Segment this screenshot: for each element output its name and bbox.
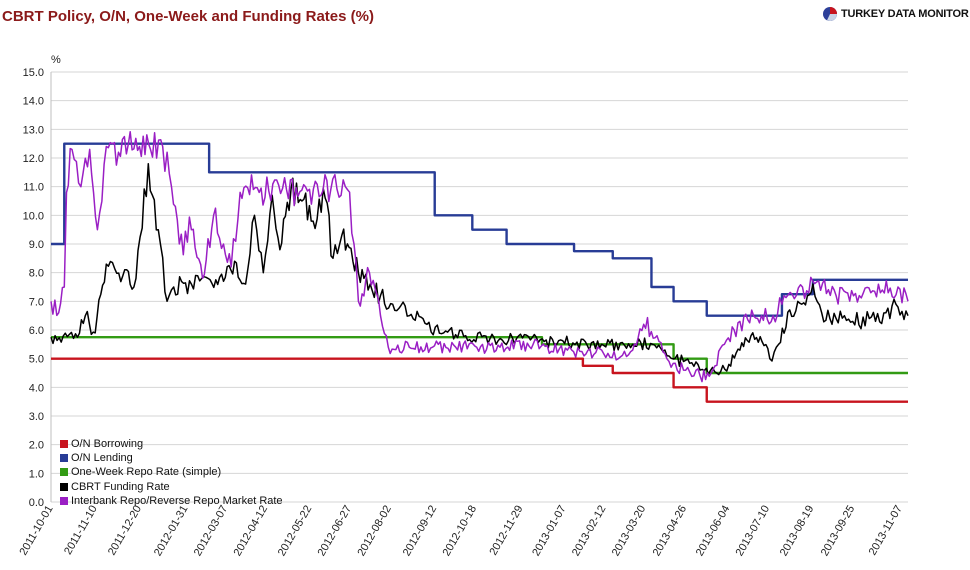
x-tick: 2012-03-07 (192, 504, 231, 559)
legend-item: Interbank Repo/Reverse Repo Market Rate (60, 494, 283, 508)
x-tick: 2013-04-26 (651, 504, 690, 559)
brand-logo: TURKEY DATA MONITOR (822, 6, 969, 22)
legend-label: Interbank Repo/Reverse Repo Market Rate (71, 494, 283, 507)
x-tick: 2013-09-25 (819, 504, 858, 559)
x-tick-label: 2013-08-19 (778, 504, 817, 559)
y-tick-label: 3.0 (29, 411, 44, 423)
x-tick-label: 2012-03-07 (192, 504, 231, 559)
brand-name: TURKEY DATA MONITOR (841, 8, 969, 20)
x-tick-label: 2013-11-07 (867, 504, 905, 558)
x-tick-label: 2013-02-12 (570, 504, 609, 559)
y-tick-label: 10.0 (23, 210, 44, 222)
x-tick: 2012-06-27 (316, 504, 355, 559)
legend-label: One-Week Repo Rate (simple) (71, 466, 222, 479)
legend-swatch (60, 496, 68, 505)
legend-item: O/N Lending (60, 451, 283, 465)
chart-legend: O/N Borrowing O/N Lending One-Week Repo Ra… (60, 437, 283, 508)
x-tick: 2012-04-12 (232, 504, 271, 559)
y-tick-label: 14.0 (23, 96, 44, 108)
x-tick-label: 2012-06-27 (316, 504, 355, 559)
y-tick-label: 9.0 (29, 239, 44, 251)
series-line-o-n-lending (51, 142, 908, 317)
x-tick-label: 2013-01-07 (530, 504, 569, 559)
y-tick-label: 8.0 (29, 268, 44, 280)
globe-logo-icon (823, 7, 837, 21)
legend-item: CBRT Funding Rate (60, 480, 283, 494)
x-tick: 2012-01-31 (152, 504, 191, 559)
x-tick: 2012-11-29 (487, 504, 525, 558)
x-tick-label: 2012-05-22 (276, 504, 315, 559)
y-tick-label: 12.0 (23, 153, 44, 165)
x-tick-label: 2013-07-10 (734, 504, 773, 559)
x-tick: 2011-10-01 (17, 504, 55, 558)
x-tick-label: 2012-04-12 (232, 504, 271, 559)
x-tick: 2013-11-07 (867, 504, 905, 558)
x-tick-label: 2013-09-25 (819, 504, 858, 559)
y-tick-label: 5.0 (29, 354, 44, 366)
x-tick: 2012-09-12 (401, 504, 440, 559)
y-tick-label: 2.0 (29, 440, 44, 452)
x-tick-label: 2011-12-20 (106, 504, 144, 558)
y-tick-label: 4.0 (29, 382, 44, 394)
x-tick: 2013-07-10 (734, 504, 773, 559)
x-tick: 2013-03-20 (610, 504, 649, 559)
y-tick-label: 7.0 (29, 296, 44, 308)
y-axis-label: % (51, 54, 61, 66)
x-tick-label: 2012-08-02 (355, 504, 394, 559)
y-tick-label: 15.0 (23, 67, 44, 79)
legend-item: O/N Borrowing (60, 437, 283, 451)
x-tick: 2012-10-18 (441, 504, 480, 559)
x-tick: 2013-01-07 (530, 504, 569, 559)
x-tick: 2011-12-20 (106, 504, 144, 558)
chart-series (50, 130, 909, 403)
x-axis-ticks: 2011-10-01 2011-11-10 2011-12-20 2012-01-31… (17, 504, 904, 559)
x-tick-label: 2011-11-10 (62, 504, 100, 557)
y-tick-label: 0.0 (29, 497, 44, 509)
x-tick: 2012-08-02 (355, 504, 394, 559)
x-tick-label: 2011-10-01 (17, 504, 55, 558)
legend-swatch (60, 468, 68, 477)
x-tick-label: 2013-06-04 (694, 504, 733, 559)
legend-swatch (60, 454, 68, 463)
x-tick-label: 2012-11-29 (487, 504, 525, 558)
legend-swatch (60, 440, 68, 449)
series-line-cbrt-funding-rate (50, 162, 909, 376)
x-tick: 2013-02-12 (570, 504, 609, 559)
y-axis-ticks: 15.0 14.0 13.0 12.0 11.0 10.0 9.0 8.0 7.0 6.0 5.0 4… (23, 67, 44, 509)
x-tick-label: 2012-10-18 (441, 504, 480, 559)
y-tick-label: 1.0 (29, 468, 44, 480)
y-tick-label: 13.0 (23, 124, 44, 136)
x-tick-label: 2012-09-12 (401, 504, 440, 559)
x-tick: 2013-08-19 (778, 504, 817, 559)
x-tick-label: 2013-03-20 (610, 504, 649, 559)
x-tick-label: 2013-04-26 (651, 504, 690, 559)
legend-label: O/N Borrowing (71, 438, 144, 451)
x-tick: 2011-11-10 (62, 504, 100, 557)
y-tick-label: 11.0 (23, 182, 44, 194)
legend-label: O/N Lending (71, 452, 133, 465)
y-tick-label: 6.0 (29, 325, 44, 337)
legend-label: CBRT Funding Rate (71, 480, 170, 493)
x-tick-label: 2012-01-31 (152, 504, 191, 559)
chart-title: CBRT Policy, O/N, One-Week and Funding R… (2, 8, 374, 25)
x-tick: 2013-06-04 (694, 504, 733, 559)
series-line-o-n-borrowing (51, 357, 908, 403)
series-line-interbank-repo-reverse-repo-market-rate (50, 130, 909, 383)
legend-swatch (60, 482, 68, 491)
x-tick: 2012-05-22 (276, 504, 315, 559)
legend-item: One-Week Repo Rate (simple) (60, 465, 283, 479)
